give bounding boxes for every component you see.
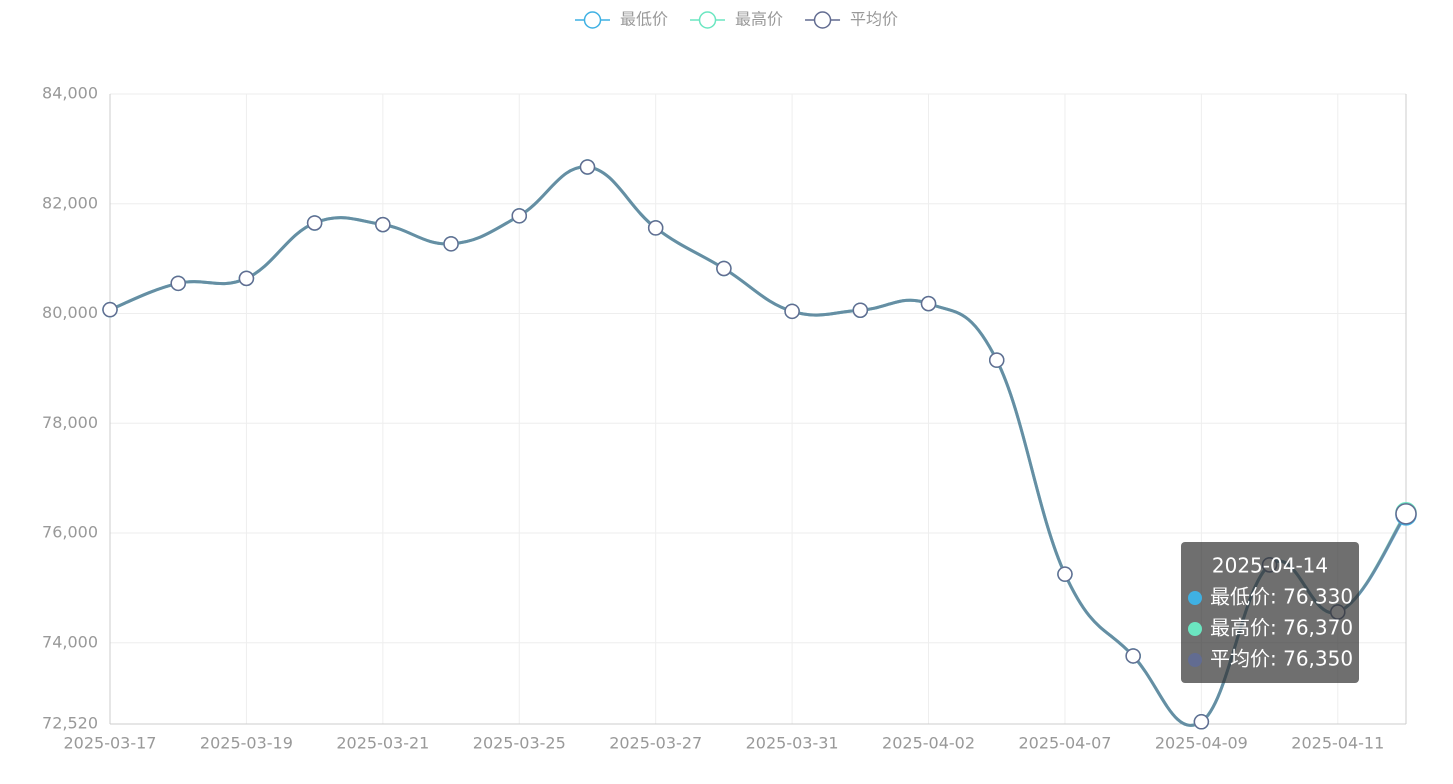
- data-point: [1125, 648, 1141, 664]
- series-line: [109, 165, 1408, 727]
- data-point: [920, 295, 937, 312]
- legend-icon: [583, 11, 602, 29]
- tooltip-row: 平均价: 76,350: [1210, 647, 1353, 671]
- data-point: [784, 303, 800, 320]
- x-tick-label: 2025-03-25: [473, 734, 566, 753]
- data-point: [443, 236, 459, 252]
- tooltip-row: 最高价: 76,370: [1210, 616, 1353, 640]
- legend-icon: [698, 11, 717, 29]
- data-point: [1193, 714, 1210, 730]
- tooltip: 2025-04-14 最低价: 76,330 最高价: 76,370 平均价: 76,…: [1181, 542, 1359, 683]
- x-tick-label: 2025-03-27: [609, 734, 702, 753]
- tooltip-box: [1181, 542, 1359, 683]
- x-tick-label: 2025-03-19: [200, 734, 293, 753]
- x-tick-label: 2025-03-17: [64, 734, 157, 753]
- data-point: [170, 275, 186, 292]
- data-point: [647, 220, 664, 236]
- tooltip-dot: [1188, 622, 1202, 636]
- x-tick-label: 2025-03-31: [746, 734, 839, 753]
- tooltip-row: 最低价: 76,330: [1210, 585, 1353, 609]
- data-point: [716, 260, 732, 277]
- tooltip-dot: [1188, 653, 1202, 667]
- x-tick-label: 2025-04-07: [1018, 734, 1111, 753]
- legend-label: 平均价: [850, 10, 898, 29]
- legend-label: 最高价: [735, 10, 783, 29]
- data-point: [852, 302, 869, 318]
- tooltip-dot: [1188, 591, 1202, 605]
- legend-icon: [813, 11, 832, 29]
- data-point: [1057, 566, 1073, 582]
- data-point: [988, 352, 1005, 368]
- y-tick-label: 72,520: [42, 714, 98, 733]
- x-tick-label: 2025-04-09: [1155, 734, 1248, 753]
- y-tick-label: 82,000: [42, 193, 98, 212]
- x-tick-label: 2025-03-21: [336, 734, 429, 753]
- y-tick-label: 84,000: [42, 84, 98, 103]
- data-point: [102, 301, 118, 318]
- y-tick-label: 78,000: [42, 413, 98, 432]
- x-tick-label: 2025-04-11: [1291, 734, 1384, 753]
- data-point: [375, 216, 391, 233]
- data-point: [238, 270, 255, 287]
- x-tick-label: 2025-04-02: [882, 734, 975, 753]
- legend-label: 最低价: [620, 10, 668, 29]
- y-tick-label: 76,000: [42, 523, 98, 542]
- y-tick-label: 74,000: [42, 632, 98, 651]
- tooltip-title: 2025-04-14: [1212, 554, 1328, 578]
- data-point: [511, 208, 528, 224]
- data-point: [1395, 503, 1417, 525]
- y-tick-label: 80,000: [42, 303, 98, 322]
- data-point: [306, 215, 323, 231]
- data-point: [579, 159, 596, 175]
